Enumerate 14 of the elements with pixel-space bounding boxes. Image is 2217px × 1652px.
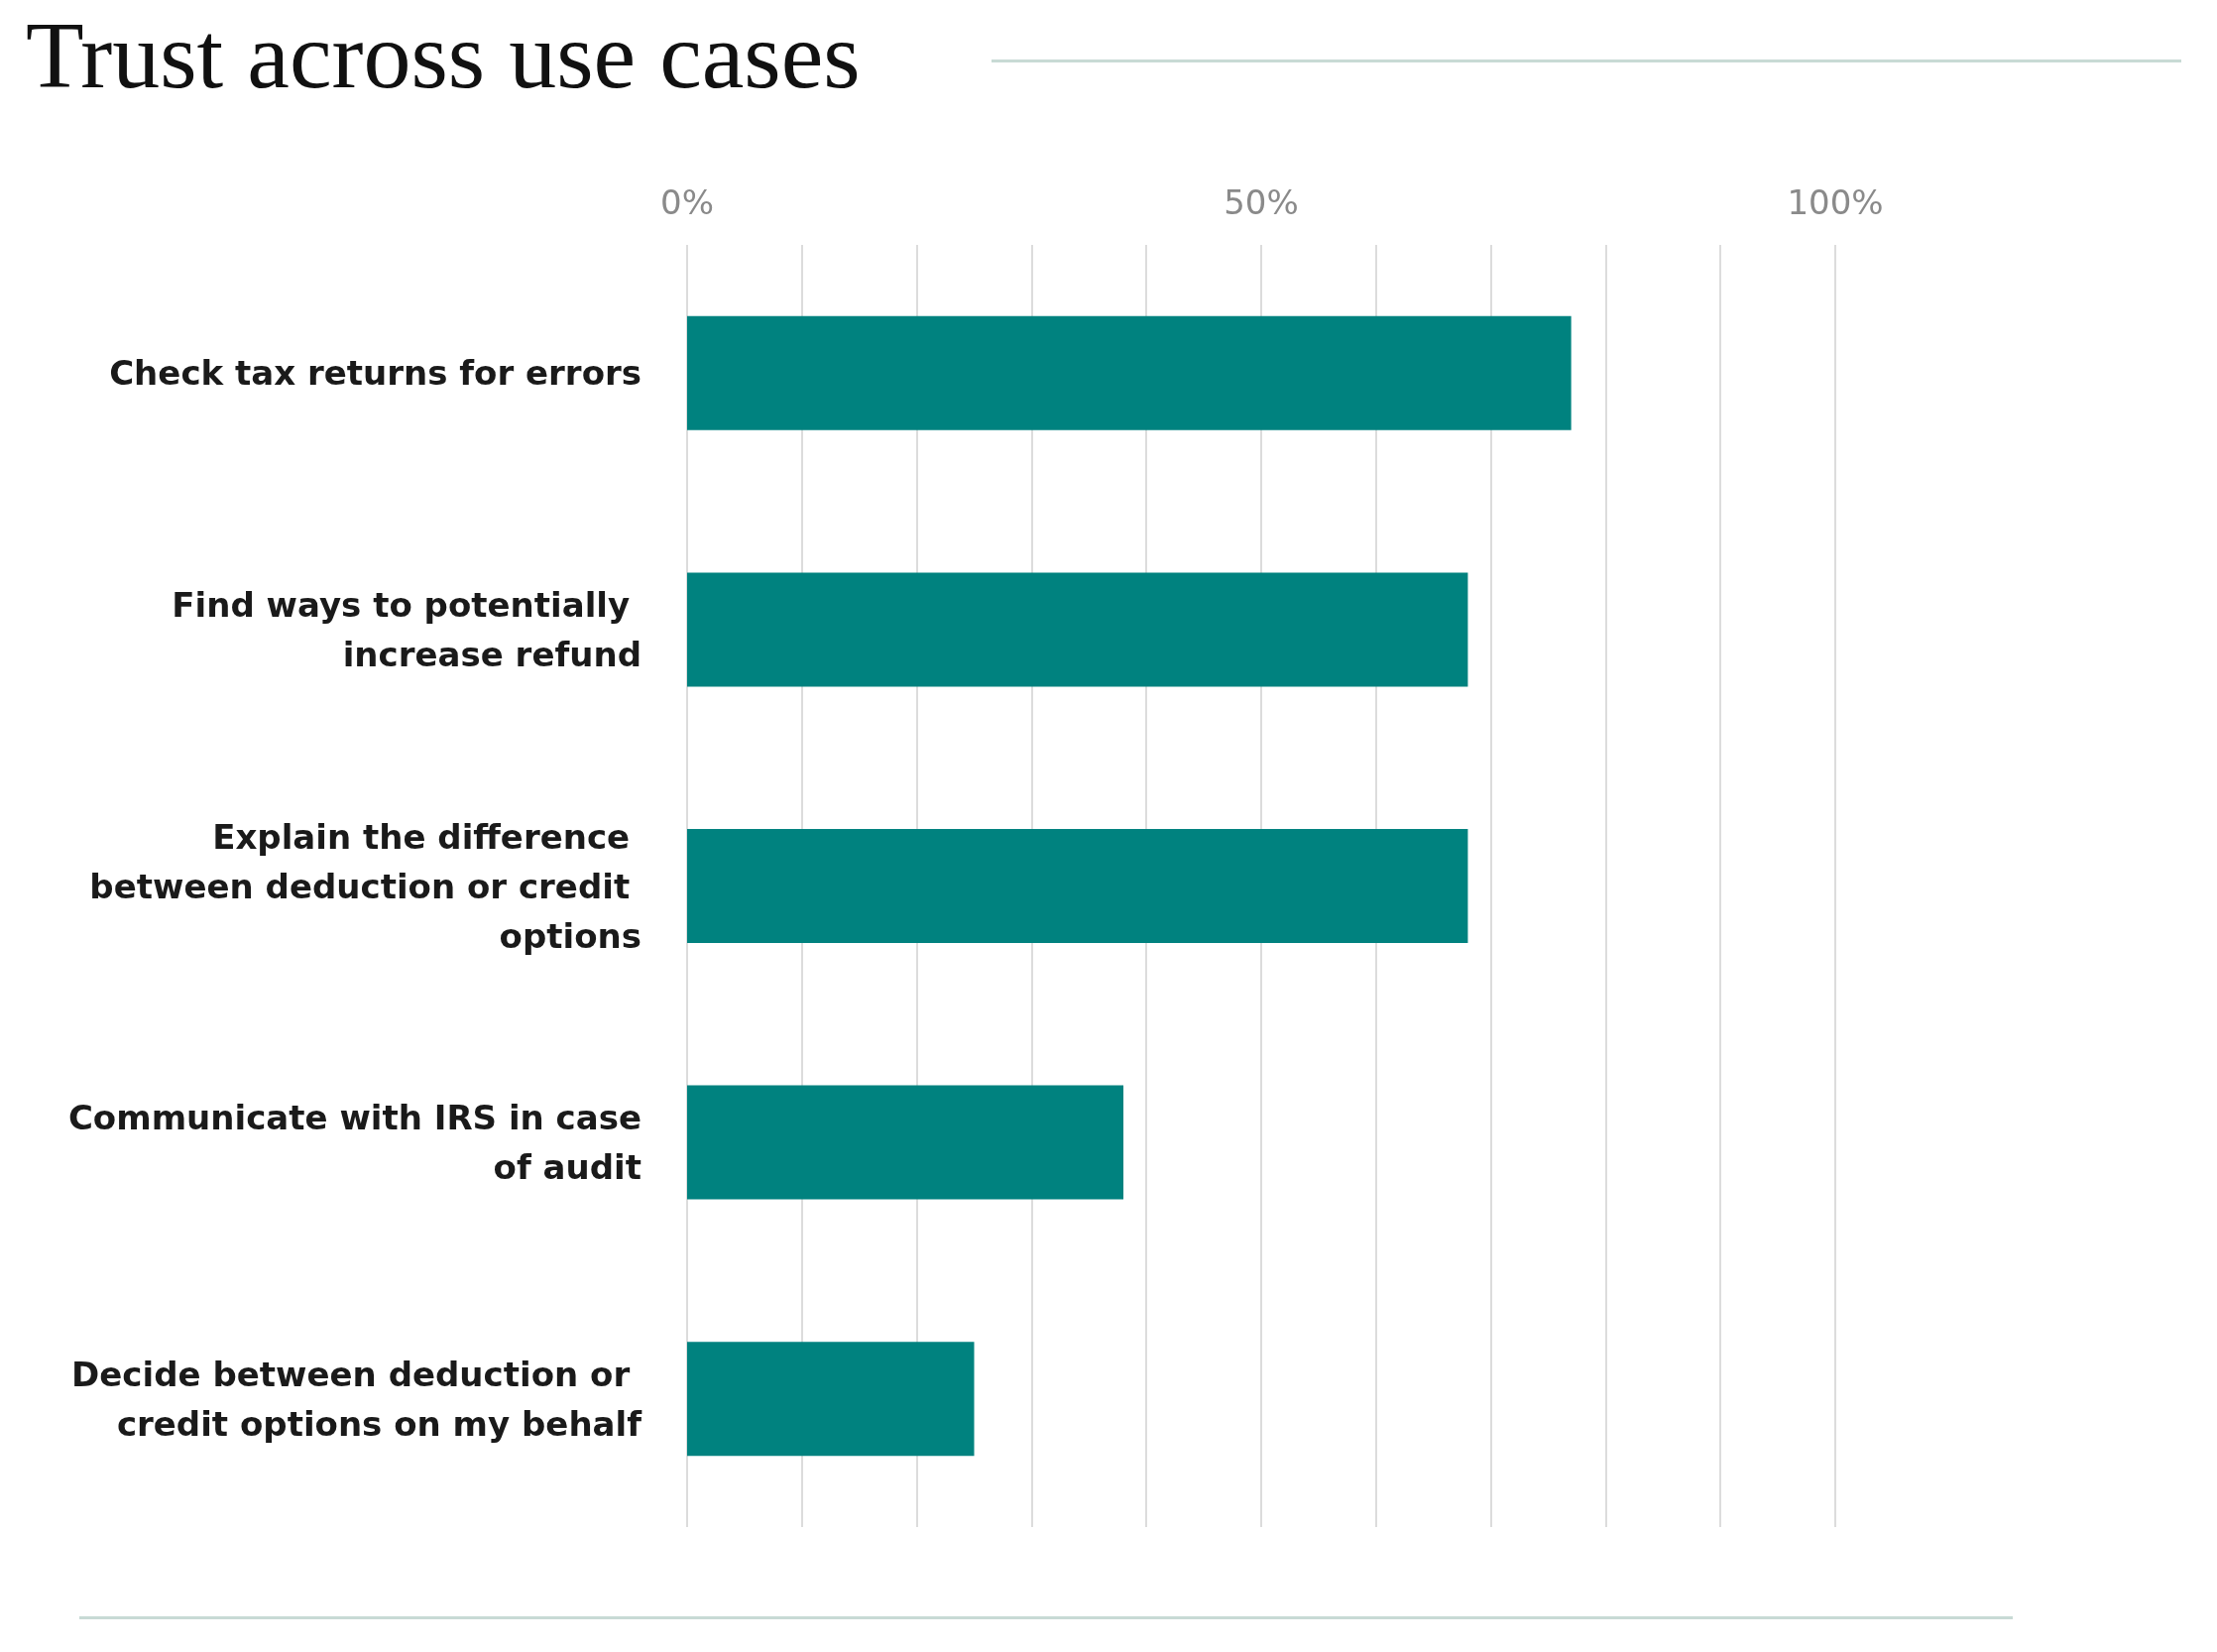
bar [687, 1085, 1124, 1200]
y-tick-label: Find ways to potentially increase refund [172, 584, 642, 674]
x-tick-label: 100% [1787, 182, 1884, 222]
bar [687, 1342, 975, 1457]
x-tick-label: 50% [1224, 182, 1299, 222]
y-tick-label: Decide between deduction or credit options on my behalf [71, 1354, 643, 1444]
x-tick-label: 0% [660, 182, 714, 222]
y-tick-label: Explain the difference between deduction or credit options [89, 816, 642, 956]
bar [687, 572, 1468, 687]
chart-title: Trust across use cases [26, 1, 861, 110]
bar [687, 315, 1572, 430]
y-tick-label: Communicate with IRS in case of audit [67, 1098, 642, 1188]
bar [687, 829, 1468, 943]
y-tick-label: Check tax returns for errors [109, 353, 642, 394]
